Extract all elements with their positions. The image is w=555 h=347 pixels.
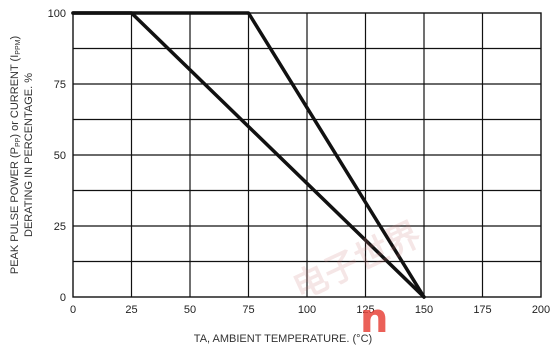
x-tick-label: 100: [298, 304, 316, 316]
y-axis-label-line1: PEAK PULSE POWER (PPP) or CURRENT (IPPM): [9, 36, 22, 274]
x-tick-label: 50: [184, 304, 196, 316]
x-tick-label: 150: [415, 304, 433, 316]
y-tick-label: 75: [54, 79, 66, 91]
series-line-2: [71, 11, 426, 299]
x-tick-label: 75: [242, 304, 254, 316]
y-tick-label: 0: [60, 292, 66, 304]
x-tick-label: 125: [356, 304, 374, 316]
x-tick-label: 175: [473, 304, 491, 316]
x-axis-label: TA, AMBIENT TEMPERATURE. (°C): [194, 333, 372, 345]
y-tick-label: 25: [54, 221, 66, 233]
grid: [73, 13, 541, 297]
x-tick-label: 25: [125, 304, 137, 316]
y-axis-label: PEAK PULSE POWER (PPP) or CURRENT (IPPM)…: [9, 36, 35, 274]
y-tick-label: 100: [48, 8, 66, 20]
y-tick-label: 50: [54, 150, 66, 162]
y-axis-label-line2: DERATING IN PERCENTAGE. %: [23, 73, 35, 237]
x-tick-label: 0: [70, 304, 76, 316]
series-layer: [71, 11, 426, 299]
y-tick-labels: 0 25 50 75 100: [48, 8, 66, 304]
x-tick-labels: 0 25 50 75 100 125 150 175 200: [70, 304, 550, 316]
watermark-letter: n: [360, 296, 388, 342]
x-tick-label: 200: [532, 304, 550, 316]
plot-frame: [72, 12, 542, 298]
